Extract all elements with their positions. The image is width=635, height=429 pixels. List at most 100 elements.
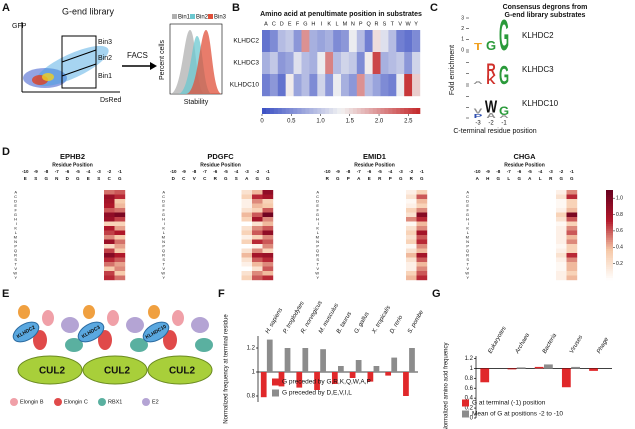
residue-label: A — [357, 176, 361, 181]
heatmap-cell — [262, 248, 274, 254]
heatmap-cell — [93, 257, 105, 263]
heatmap-cell — [199, 190, 211, 195]
colorbar-segment — [606, 196, 613, 200]
heatmap-cell — [416, 271, 428, 276]
heatmap-cell — [374, 199, 386, 204]
residue-label: G — [420, 176, 424, 181]
heatmap-cell — [482, 266, 494, 272]
row-label: K — [316, 225, 319, 230]
heatmap-cell — [210, 262, 221, 267]
bar — [516, 367, 526, 369]
heatmap-cell — [374, 208, 386, 213]
heatmap-cell — [385, 257, 396, 263]
heatmap-cell — [343, 226, 354, 231]
legend-swatch — [208, 14, 213, 19]
heatmap-cell — [252, 221, 263, 227]
row-label: K — [162, 225, 165, 230]
heatmap-cell — [395, 203, 407, 209]
heatmap-cell — [472, 194, 483, 200]
position-label: -2 — [409, 169, 413, 174]
heatmap-cell — [556, 271, 567, 276]
logo-name: KLHDC2 — [522, 31, 554, 40]
heatmap-cell — [566, 194, 578, 200]
colorbar-segment — [337, 108, 342, 114]
heatmap-cell — [406, 253, 417, 258]
heatmap-cell — [178, 244, 190, 249]
heatmap-cell — [545, 217, 557, 222]
colorbar-segment — [281, 108, 286, 114]
heatmap-cell — [566, 244, 578, 249]
heatmap-cell — [472, 248, 483, 254]
heatmap-cell — [199, 257, 211, 263]
heatmap-cell — [269, 52, 278, 75]
heatmap-cell — [322, 262, 333, 267]
heatmap-cell — [30, 235, 42, 240]
heatmap-cell — [262, 275, 274, 281]
position-label: -4 — [538, 169, 542, 174]
heatmap-cell — [493, 244, 504, 249]
heatmap-cell — [566, 199, 578, 204]
heatmap-cell — [545, 203, 557, 209]
residue-label: A — [528, 176, 532, 181]
heatmap-cell — [199, 208, 211, 213]
heatmap-cell — [252, 203, 263, 209]
heatmap-cell — [104, 244, 115, 249]
heatmap-cell — [395, 248, 407, 254]
heatmap-cell — [472, 239, 483, 245]
row-label: A — [14, 189, 17, 194]
heatmap-cell — [364, 74, 373, 97]
heatmap-cell — [396, 52, 405, 75]
legend-swatch — [172, 14, 177, 19]
column-label: D — [280, 21, 284, 27]
heatmap-cell — [277, 52, 286, 75]
heatmap-cell — [406, 208, 417, 213]
colorbar-segment — [606, 255, 613, 258]
heatmap-cell — [262, 203, 274, 209]
heatmap-cell — [220, 275, 232, 281]
heatmap-cell — [545, 230, 557, 236]
heatmap-cell — [514, 203, 525, 209]
scaffold-label: CUL2 — [104, 366, 131, 377]
gate-label: Bin2 — [98, 55, 112, 62]
residue-label: D — [172, 176, 176, 181]
row-label: I — [318, 221, 319, 226]
logo-letter: T — [474, 41, 483, 52]
row-label: H — [14, 216, 17, 221]
colorbar-segment — [380, 108, 385, 114]
heatmap-cell — [566, 239, 578, 245]
heatmap-cell — [178, 257, 190, 263]
heatmap-cell — [482, 217, 494, 222]
heatmap-cell — [83, 221, 94, 227]
colorbar-label: 0.8 — [616, 212, 623, 218]
colorbar-segment — [606, 248, 613, 252]
bar — [302, 348, 309, 372]
colorbar-segment — [606, 273, 613, 276]
heatmap-cell — [385, 230, 396, 236]
heatmap-cell — [472, 257, 483, 263]
x-axis-title: Residue Position — [52, 162, 93, 168]
heatmap-cell — [178, 239, 190, 245]
heatmap-cell — [556, 221, 567, 227]
heatmap-cell — [51, 194, 63, 200]
logo-y-label: Fold enrichment — [449, 45, 456, 95]
position-label: -4 — [86, 169, 90, 174]
heatmap-cell — [220, 266, 232, 272]
heatmap-cell — [104, 275, 115, 281]
row-label: E — [316, 203, 319, 208]
heatmap-cell — [114, 235, 126, 240]
elongin-b — [107, 310, 119, 326]
heatmap-cell — [343, 230, 354, 236]
heatmap-cell — [189, 217, 200, 222]
heatmap-cell — [353, 262, 365, 267]
heatmap-cell — [322, 221, 333, 227]
heatmap-cell — [83, 262, 94, 267]
heatmap-cell — [416, 212, 428, 218]
colorbar-segment — [262, 108, 267, 114]
heatmap-cell — [189, 257, 200, 263]
heatmap-cell — [93, 199, 105, 204]
heatmap-cell — [332, 194, 344, 200]
heatmap-cell — [482, 244, 494, 249]
heatmap-cell — [231, 235, 242, 240]
heatmap-cell — [556, 275, 567, 281]
heatmap-cell — [556, 199, 567, 204]
